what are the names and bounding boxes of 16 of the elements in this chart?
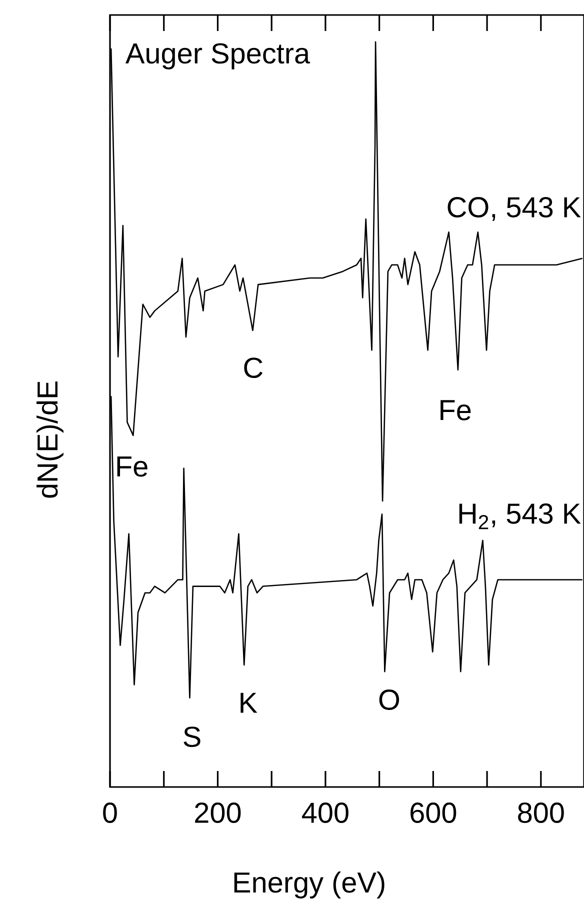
x-tick-label: 600 (410, 802, 456, 823)
x-tick-label: 400 (302, 802, 348, 823)
y-axis-title: dN(E)/dE (36, 381, 64, 498)
series-label: CO, 543 K (448, 197, 581, 221)
x-axis-title: Energy (eV) (234, 872, 384, 898)
x-tick-label: 0 (103, 802, 117, 823)
annotation: C (244, 358, 262, 378)
series-label: H$_{2}$, 543 K (459, 503, 581, 530)
x-tick-label: 200 (195, 802, 241, 823)
annotation: Fe (117, 456, 148, 477)
annotation: O (379, 690, 400, 710)
annotation: Fe (440, 400, 471, 420)
text: S (184, 726, 200, 748)
x-tick-label: 800 (518, 802, 564, 823)
annotation: K (240, 692, 258, 713)
annotation: Auger Spectra (125, 43, 310, 70)
